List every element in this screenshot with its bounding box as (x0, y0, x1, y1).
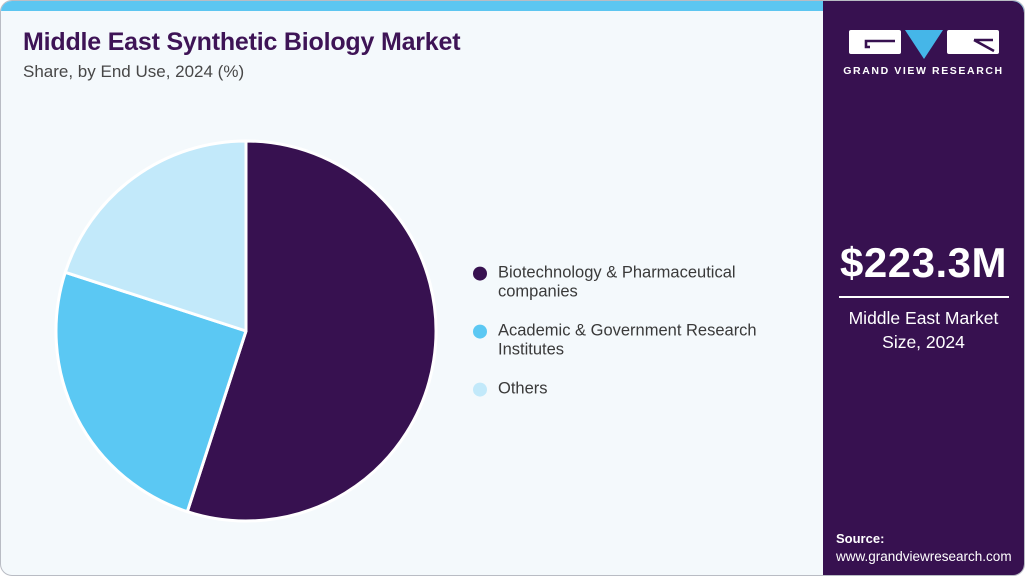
logo-r-tile (946, 30, 999, 54)
pie-slice (185, 139, 438, 523)
brand-logo: GRAND VIEW RESEARCH (823, 30, 1024, 77)
gvr-logo-icon (823, 30, 1024, 59)
legend-item: Biotechnology & Pharmaceutical companies (473, 264, 770, 302)
pie-chart (54, 139, 438, 523)
legend-dot (473, 382, 487, 397)
legend-label: Others (498, 379, 548, 398)
top-accent-bar (1, 1, 1024, 11)
pie-slice (63, 139, 248, 333)
pie-slice (54, 270, 248, 514)
brand-name: GRAND VIEW RESEARCH (843, 65, 1004, 77)
chart-area: Middle East Synthetic Biology Market Sha… (1, 1, 825, 575)
stat-divider (838, 296, 1009, 298)
legend-label: Biotechnology & Pharmaceutical companies (498, 263, 736, 301)
page-subtitle: Share, by End Use, 2024 (%) (23, 62, 245, 81)
source-block: Source: www.grandviewresearch.com (836, 531, 1012, 564)
source-label: Source: (836, 531, 885, 546)
legend-item: Academic & Government Research Institute… (473, 322, 770, 360)
pie-chart-container (51, 136, 441, 526)
source-url: www.grandviewresearch.com (836, 549, 1012, 564)
legend-item: Others (473, 379, 770, 398)
brand-sidebar: GRAND VIEW RESEARCH $223.3M Middle East … (823, 1, 1024, 575)
legend: Biotechnology & Pharmaceutical companies… (473, 264, 770, 399)
legend-dot (473, 266, 487, 281)
logo-v-triangle-icon (904, 30, 943, 59)
legend-label: Academic & Government Research Institute… (498, 321, 757, 359)
market-size-caption: Middle East Market Size, 2024 (848, 308, 999, 352)
market-size-value: $223.3M (840, 239, 1007, 286)
market-size-stat: $223.3M Middle East Market Size, 2024 (823, 239, 1024, 354)
page-title: Middle East Synthetic Biology Market (23, 28, 461, 56)
legend-dot (473, 324, 487, 339)
logo-g-tile (848, 30, 901, 54)
chart-header: Middle East Synthetic Biology Market Sha… (23, 28, 461, 82)
